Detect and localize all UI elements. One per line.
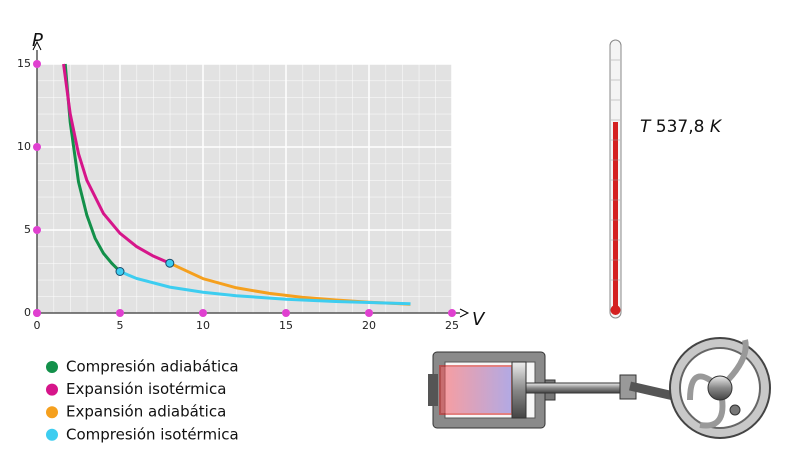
y-tick-label: 5 bbox=[24, 223, 31, 236]
x-tick-dot bbox=[199, 309, 207, 317]
curve bbox=[63, 63, 122, 273]
plot-area bbox=[37, 64, 452, 313]
state-point bbox=[165, 258, 175, 268]
legend-swatch bbox=[46, 406, 58, 419]
x-tick-dot bbox=[116, 309, 124, 317]
y-tick-label: 10 bbox=[17, 140, 31, 153]
legend-label: Compresión isotérmica bbox=[66, 425, 239, 443]
temp-reading: 537,8 bbox=[656, 117, 705, 137]
x-tick-label: 25 bbox=[445, 319, 459, 332]
x-axis-label: V bbox=[472, 309, 486, 330]
legend-label: Compresión adiabática bbox=[66, 358, 239, 376]
x-tick-dot bbox=[448, 309, 456, 317]
x-tick-label: 0 bbox=[34, 319, 41, 332]
thermometer bbox=[609, 39, 622, 319]
y-axis-label: P bbox=[32, 30, 43, 51]
y-tick-dot bbox=[33, 60, 41, 68]
x-tick-dot bbox=[365, 309, 373, 317]
x-tick-label: 15 bbox=[279, 319, 293, 332]
y-arrow bbox=[32, 40, 42, 51]
curve bbox=[62, 63, 171, 265]
y-tick-dot bbox=[33, 309, 41, 317]
temp-symbol: T bbox=[640, 117, 652, 137]
legend-label: Expansión isotérmica bbox=[66, 380, 226, 398]
state-point bbox=[115, 267, 125, 276]
x-tick-label: 10 bbox=[196, 319, 210, 332]
temp-unit: K bbox=[710, 117, 723, 137]
y-tick-dot bbox=[33, 143, 41, 151]
legend-swatch bbox=[46, 383, 58, 396]
y-tick-label: 15 bbox=[17, 57, 31, 70]
engine bbox=[428, 337, 771, 439]
legend-swatch bbox=[46, 361, 58, 373]
legend-label: Expansión adiabática bbox=[66, 403, 226, 421]
curve bbox=[119, 270, 411, 306]
temperature: T 537,8 K bbox=[640, 117, 723, 137]
x-tick-label: 20 bbox=[362, 319, 376, 332]
y-tick-dot bbox=[33, 226, 41, 234]
x-tick-dot bbox=[282, 309, 290, 317]
x-tick-label: 5 bbox=[117, 319, 124, 332]
legend-swatch bbox=[46, 428, 58, 441]
y-tick-label: 0 bbox=[24, 306, 31, 319]
x-arrow bbox=[459, 308, 470, 318]
